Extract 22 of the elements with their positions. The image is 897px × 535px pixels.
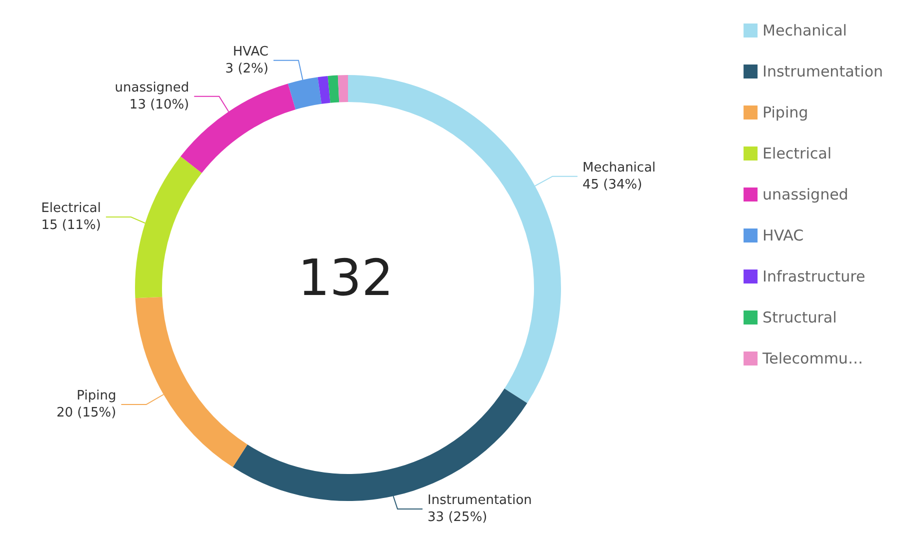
legend-label: Electrical — [762, 144, 832, 162]
slice-label: unassigned — [114, 80, 190, 96]
slice-label: Electrical — [41, 201, 101, 216]
data-label: 15 (11%) — [41, 218, 101, 234]
legend-label: Instrumentation — [762, 62, 884, 80]
legend-label: Infrastructure — [762, 268, 866, 286]
slice-label: Instrumentation — [428, 493, 532, 508]
legend-label: unassigned — [762, 186, 848, 204]
legend-label: Piping — [762, 104, 808, 122]
data-label: 13 (10%) — [129, 97, 190, 112]
slice-label: Mechanical — [582, 160, 656, 176]
text: 132 — [298, 249, 394, 307]
legend-label: Telecommu… — [762, 350, 863, 368]
legend-label: HVAC — [762, 226, 804, 244]
data-label: 20 (15%) — [56, 406, 116, 420]
data-label: 33 (25%) — [428, 510, 488, 525]
data-label: 45 (34%) — [582, 177, 642, 192]
slice-label: Piping — [76, 388, 116, 404]
legend-label: Structural — [762, 308, 837, 326]
slice-label: HVAC — [232, 44, 268, 60]
legend-label: Mechanical — [762, 22, 847, 40]
data-label: 3 (2%) — [225, 61, 268, 76]
